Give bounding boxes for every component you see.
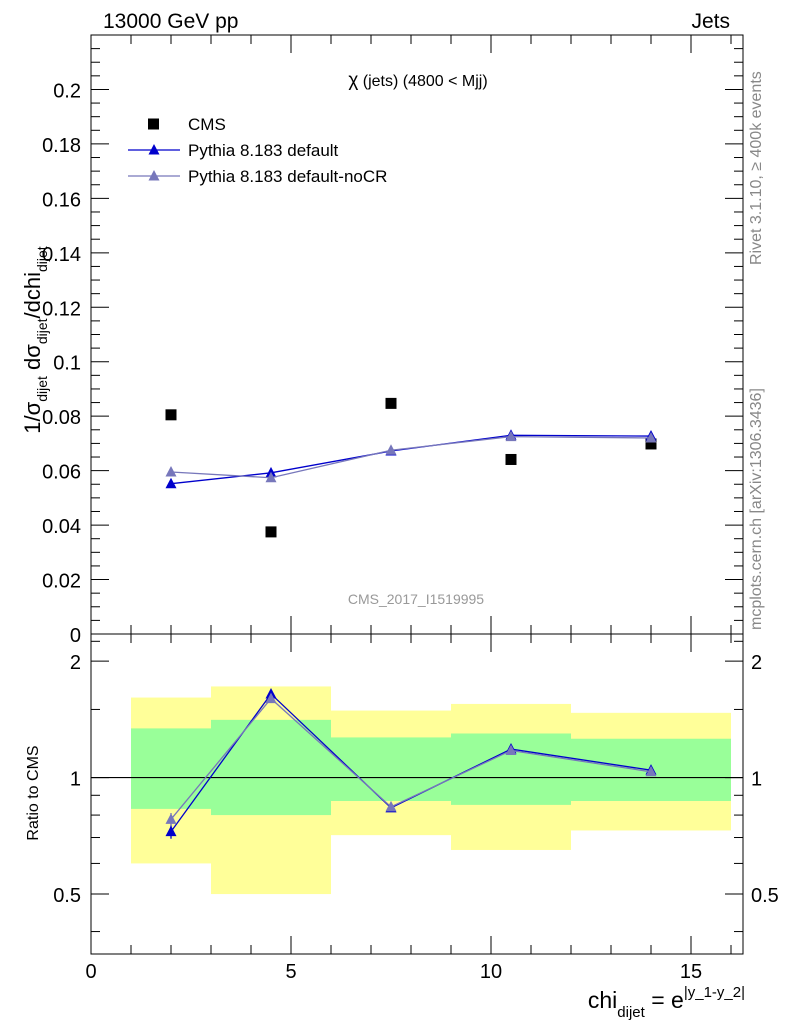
cms-data-point [265,526,277,538]
main-ytick-label: 0.14 [42,244,81,266]
pythia-data-point [645,431,657,443]
main-ytick-label: 0.2 [53,80,81,102]
legend-entry-label: Pythia 8.183 default [188,141,339,160]
legend-triangle-marker [148,144,160,155]
legend-entry-label: CMS [188,115,226,134]
ratio-panel: 0.5 0.5 1 1 2 2 0 5 10 15 Ratio to CMS chidijet =… [25,633,779,1021]
legend-entry-label: Pythia 8.183 default-noCR [188,167,387,186]
ratio-data-point [165,813,177,824]
ratio-ytick-label-right: 0.5 [751,885,779,907]
ratio-bands [91,686,743,895]
cms-data-point [645,438,657,450]
uncertainty-band-green [211,719,331,816]
ratio-frame [90,633,744,955]
main-ytick-label: 0 [70,625,81,647]
rivet-label: Rivet 3.1.10, ≥ 400k events [748,71,765,265]
main-ytick-label: 0.12 [42,298,81,320]
main-ytick-label: 0.18 [42,135,81,157]
main-panel: χ (jets) (4800 < Mjj) CMS_2017_I1519995 … [20,34,744,647]
legend-triangle-marker [148,170,160,181]
ratio-ytick-label: 0.5 [53,885,81,907]
ratio-data-point [645,765,657,777]
mcplots-label: mcplots.cern.ch [arXiv:1306.3436] [748,388,765,630]
x-axis-label: chidijet = e|y_1-y_2| [588,984,745,1021]
main-ytick-label: 0.04 [42,516,81,538]
main-ytick-label: 0.08 [42,407,81,429]
ratio-ytick-label-right: 1 [751,769,762,791]
analysis-watermark: CMS_2017_I1519995 [348,591,484,607]
ratio-data-point [165,825,177,837]
main-ytick-label: 0.06 [42,462,81,484]
ratio-ytick-label: 2 [70,652,81,674]
ratio-y-axis-label: Ratio to CMS [25,745,42,840]
ratio-series [165,687,657,839]
cms-data-point [165,409,177,421]
main-ytick-label: 0.16 [42,189,81,211]
plot-title: χ (jets) (4800 < Mjj) [348,70,487,91]
x-tick-label: 5 [285,961,296,983]
main-ytick-label: 0.1 [53,353,81,375]
cms-data-point [385,397,397,409]
pythia-series-line [170,435,652,479]
x-tick-label: 15 [680,961,702,983]
x-tick-label: 10 [480,961,502,983]
pythia-data-point [165,465,177,477]
ratio-data-point [505,744,517,755]
ratio-data-point [265,692,277,704]
ratio-data-point [385,800,397,812]
main-y-axis-label: 1/σdijet dσdijet/dchidijet [20,246,50,434]
pythia-data-point [265,471,277,483]
main-ytick-label: 0.02 [42,571,81,593]
category-label: Jets [691,10,730,33]
main-ticks: 0 0.02 0.04 0.06 0.08 0.1 0.12 0.14 0.16 0.18 0.2 [42,35,743,647]
ratio-ticks: 0.5 0.5 1 1 2 2 0 5 10 15 [53,634,779,983]
pythia-data-point [505,430,517,442]
main-series [165,397,657,538]
pythia-data-point [165,477,177,489]
legend: CMS Pythia 8.183 default Pythia 8.183 defa… [128,115,387,186]
pythia-data-point [385,444,397,455]
uncertainty-band-green [131,728,211,809]
legend-cms-marker [148,118,159,130]
ratio-ytick-label-right: 2 [751,652,762,674]
x-tick-label: 0 [85,961,96,983]
energy-label: 13000 GeV pp [103,10,238,33]
cms-data-point [505,453,517,465]
ratio-ytick-label: 1 [70,769,81,791]
